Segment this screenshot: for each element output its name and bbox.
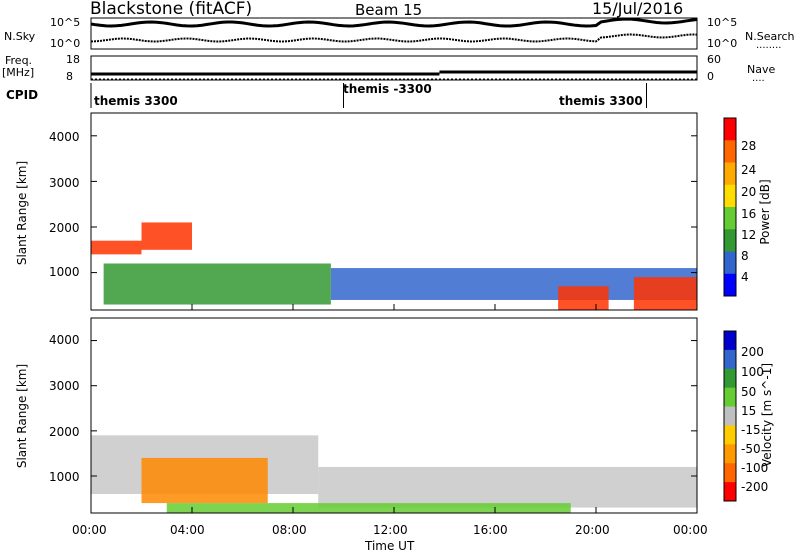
power-cbar-tick: 4 [741, 270, 749, 284]
cpid-entry: themis -3300 [343, 82, 432, 96]
velocity-colorbar-swatch [724, 368, 736, 389]
velocity-colorbar-swatch [724, 406, 736, 426]
velocity-region [166, 503, 571, 513]
cpid-entry: themis 3300 [559, 94, 643, 108]
velocity-ytick: 4000 [49, 333, 80, 347]
velocity-cbar-tick: 50 [741, 385, 757, 399]
date-label: 15/Jul/2016 [592, 0, 684, 18]
station-title: Blackstone (fitACF) [90, 0, 253, 19]
power-ytick: 1000 [49, 265, 80, 279]
nsearch-legend-line: ........ [756, 40, 782, 51]
power-cbar-tick: 8 [741, 249, 749, 263]
x-tick: 16:00 [473, 523, 508, 537]
power-ytick: 3000 [49, 176, 80, 190]
power-colorbar-swatch [724, 251, 736, 275]
velocity-cbar-tick: 100 [741, 365, 764, 379]
velocity-cbar-tick: -50 [741, 442, 761, 456]
beam-label: Beam 15 [355, 1, 423, 19]
freq-label-line1: Freq. [5, 54, 33, 67]
x-tick: 08:00 [272, 523, 307, 537]
x-axis-label: Time UT [365, 539, 415, 553]
nsearch-label: N.Search [745, 30, 795, 43]
velocity-cbar-tick: 200 [741, 345, 764, 359]
nsearch-trace [90, 33, 698, 43]
power-colorbar-frame [723, 117, 737, 297]
power-region [633, 277, 697, 310]
power-cbar-tick: 28 [741, 139, 757, 153]
power-colorbar-swatch [724, 118, 736, 141]
nave-label: Nave [747, 63, 776, 76]
power-region [558, 286, 609, 310]
x-tick: 00:00 [673, 523, 708, 537]
velocity-colorbar-swatch [724, 349, 736, 370]
velocity-colorbar-swatch [724, 387, 736, 408]
x-tick: 04:00 [170, 523, 205, 537]
freq-tick-bottom: 8 [66, 70, 73, 83]
nsky-trace [90, 17, 698, 28]
power-region [103, 263, 331, 305]
velocity-ytick: 3000 [49, 379, 80, 393]
power-ytick: 2000 [49, 221, 80, 235]
nsky-tick-top: 10^5 [50, 16, 81, 29]
velocity-region [141, 457, 268, 504]
nsearch-tick-bottom: 10^0 [707, 37, 738, 50]
x-tick: 12:00 [373, 523, 408, 537]
cpid-entry: themis 3300 [94, 94, 178, 108]
velocity-region [318, 466, 697, 508]
velocity-colorbar-swatch [724, 425, 736, 445]
nsky-label: N.Sky [4, 30, 36, 43]
power-colorbar-swatch [724, 207, 736, 230]
power-cbar-tick: 20 [741, 185, 757, 199]
velocity-colorbar-swatch [724, 331, 736, 351]
noise-panel-frame [90, 17, 698, 50]
power-region [141, 222, 192, 250]
power-ytick: 4000 [49, 130, 80, 144]
velocity-cbar-tick: -200 [741, 480, 769, 494]
power-colorbar-swatch [724, 184, 736, 208]
power-colorbar-swatch [724, 273, 736, 297]
freq-label-line2: [MHz] [2, 66, 35, 79]
freq-panel-frame [90, 55, 698, 81]
nsky-tick-bottom: 10^0 [50, 37, 81, 50]
velocity-colorbar-swatch [724, 444, 736, 464]
velocity-ytick: 2000 [49, 425, 80, 439]
velocity-colorbar-frame [723, 330, 737, 502]
power-cbar-tick: 24 [741, 163, 757, 177]
nave-tick-bottom: 0 [707, 70, 714, 83]
velocity-cbar-tick: -15 [741, 423, 761, 437]
nsearch-tick-top: 10^5 [707, 16, 738, 29]
x-tick: 00:00 [72, 523, 107, 537]
power-colorbar-swatch [724, 162, 736, 186]
velocity-cbar-tick: 15 [741, 404, 757, 418]
power-cbar-tick: 16 [741, 207, 757, 221]
nave-tick-top: 60 [707, 53, 721, 66]
power-colorbar-swatch [724, 140, 736, 163]
velocity-cbar-tick: -100 [741, 461, 769, 475]
x-tick: 20:00 [575, 523, 610, 537]
velocity-colorbar-swatch [724, 482, 736, 502]
freq-tick-top: 18 [66, 53, 80, 66]
power-region [91, 240, 142, 255]
power-cbar-tick: 12 [741, 228, 757, 242]
power-colorbar-swatch [724, 229, 736, 252]
velocity-colorbar-swatch [724, 463, 736, 483]
cpid-label: CPID [6, 88, 39, 102]
nave-legend-line: .... [752, 73, 765, 84]
velocity-ytick: 1000 [49, 470, 80, 484]
